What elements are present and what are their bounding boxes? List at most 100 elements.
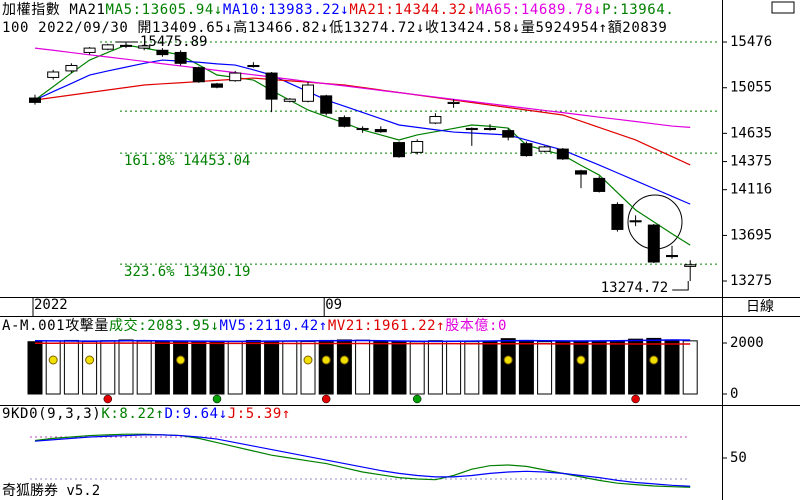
line [34,47,691,128]
candle-body [265,72,278,100]
volume-bar [518,339,534,395]
volume-bar [227,340,243,395]
line [34,342,691,345]
candle-body [684,264,697,267]
candle-body [447,101,460,104]
signal-dot [412,394,422,404]
volume-bar [82,340,98,395]
volume-bar [446,340,462,395]
legend-item: 成交:2083.95↓ [109,317,219,334]
volume-bar [336,339,352,395]
legend-item: D:9.64↓ [165,406,228,422]
legend: 加權指數 MA21MA5:13605.94↓MA10:13983.22↓MA21… [2,2,674,18]
signal-dot [631,394,640,404]
candle-body [556,148,569,160]
volume-bar [555,340,571,395]
volume-bar [245,339,261,395]
candle-body [338,117,351,127]
volume-bar [355,339,371,395]
line [34,59,691,205]
candle-body [47,71,60,78]
candle-body [302,84,314,102]
volume-bar [591,340,607,395]
info: 100 2022/09/30 開13409.65↓高13466.82↓低1327… [2,19,667,36]
candle-body [374,129,387,133]
candle-body [629,220,642,223]
candle-body [138,45,151,49]
volume-bar [373,341,389,395]
y-tick-label: 0 [730,386,738,402]
volume-bar [609,340,625,395]
legend-item: MV21:1961.22↑ [328,318,445,334]
legend: 9KD0(9,3,3)K:8.22↑D:9.64↓J:5.39↑ [2,406,291,422]
volume-bar [191,341,207,395]
volume-bar [500,338,516,395]
candle-body [65,64,78,72]
signal-dot [212,394,222,404]
x-tick-label: 2022 [34,297,68,313]
candle-body [575,170,587,175]
volume-bar [409,341,425,395]
signal-dot [303,355,313,365]
candle-body [666,254,678,258]
volume-bar [173,340,189,395]
volume-bar [482,340,498,395]
candle-body [156,49,169,56]
volume-bar [318,339,334,395]
reference-label: 323.6% 13430.19 [124,264,250,280]
volume-bar [264,340,280,395]
candle-body [611,203,624,230]
y-tick-label: 15476 [730,34,772,50]
y-tick-label: 15055 [730,80,772,96]
period-label: 日線 [746,299,774,315]
signal-dot [321,394,331,404]
signal-dot [103,394,113,404]
candle-body [429,116,442,124]
volume-bar [100,340,116,395]
volume-bar [682,340,698,395]
legend-item: P:13964. [602,2,674,18]
y-tick-label: 2000 [730,335,764,351]
legend-item: MA65:14689.78↓ [476,2,602,18]
candle-body [174,51,187,64]
candle-body [120,44,132,47]
min-label: 13274.72 [601,280,668,296]
volume-bar [136,340,152,395]
volume-bar [300,340,316,395]
legend-item: 加權指數 MA21 [2,2,106,18]
volume-bar [646,337,662,395]
legend-item: MA5:13605.94↓ [106,2,223,18]
volume-bar [628,338,644,395]
candle-body [520,143,533,157]
volume-bar [664,339,680,395]
volume-bar [118,339,134,395]
legend-item: MV5:2110.42↑ [219,318,327,334]
candle-body [101,44,114,50]
volume-bar [282,340,298,395]
candle-body [393,142,405,158]
legend-item: K:8.22↑ [101,406,164,422]
line [34,77,691,166]
legend-item: 股本億:0 [445,318,507,334]
candle-body [484,127,496,131]
legend-item: MA10:13983.22↓ [223,2,349,18]
max-label: 15475.89 [140,34,207,50]
signal-dot [576,355,586,365]
signal-dot [85,355,95,365]
candle-body [538,146,551,152]
signal-dot [48,355,58,365]
line [34,434,691,487]
signal-dot [321,355,331,365]
candle-body [192,67,205,83]
x-tick-label: 09 [325,297,342,313]
volume-bar [464,341,480,395]
candle-body [320,95,333,114]
candle-body [283,98,296,102]
candle-body [465,127,478,131]
window-box [771,1,795,14]
candle-body [647,224,660,263]
y-tick-label: 14116 [730,182,772,198]
volume-bar [427,340,443,395]
